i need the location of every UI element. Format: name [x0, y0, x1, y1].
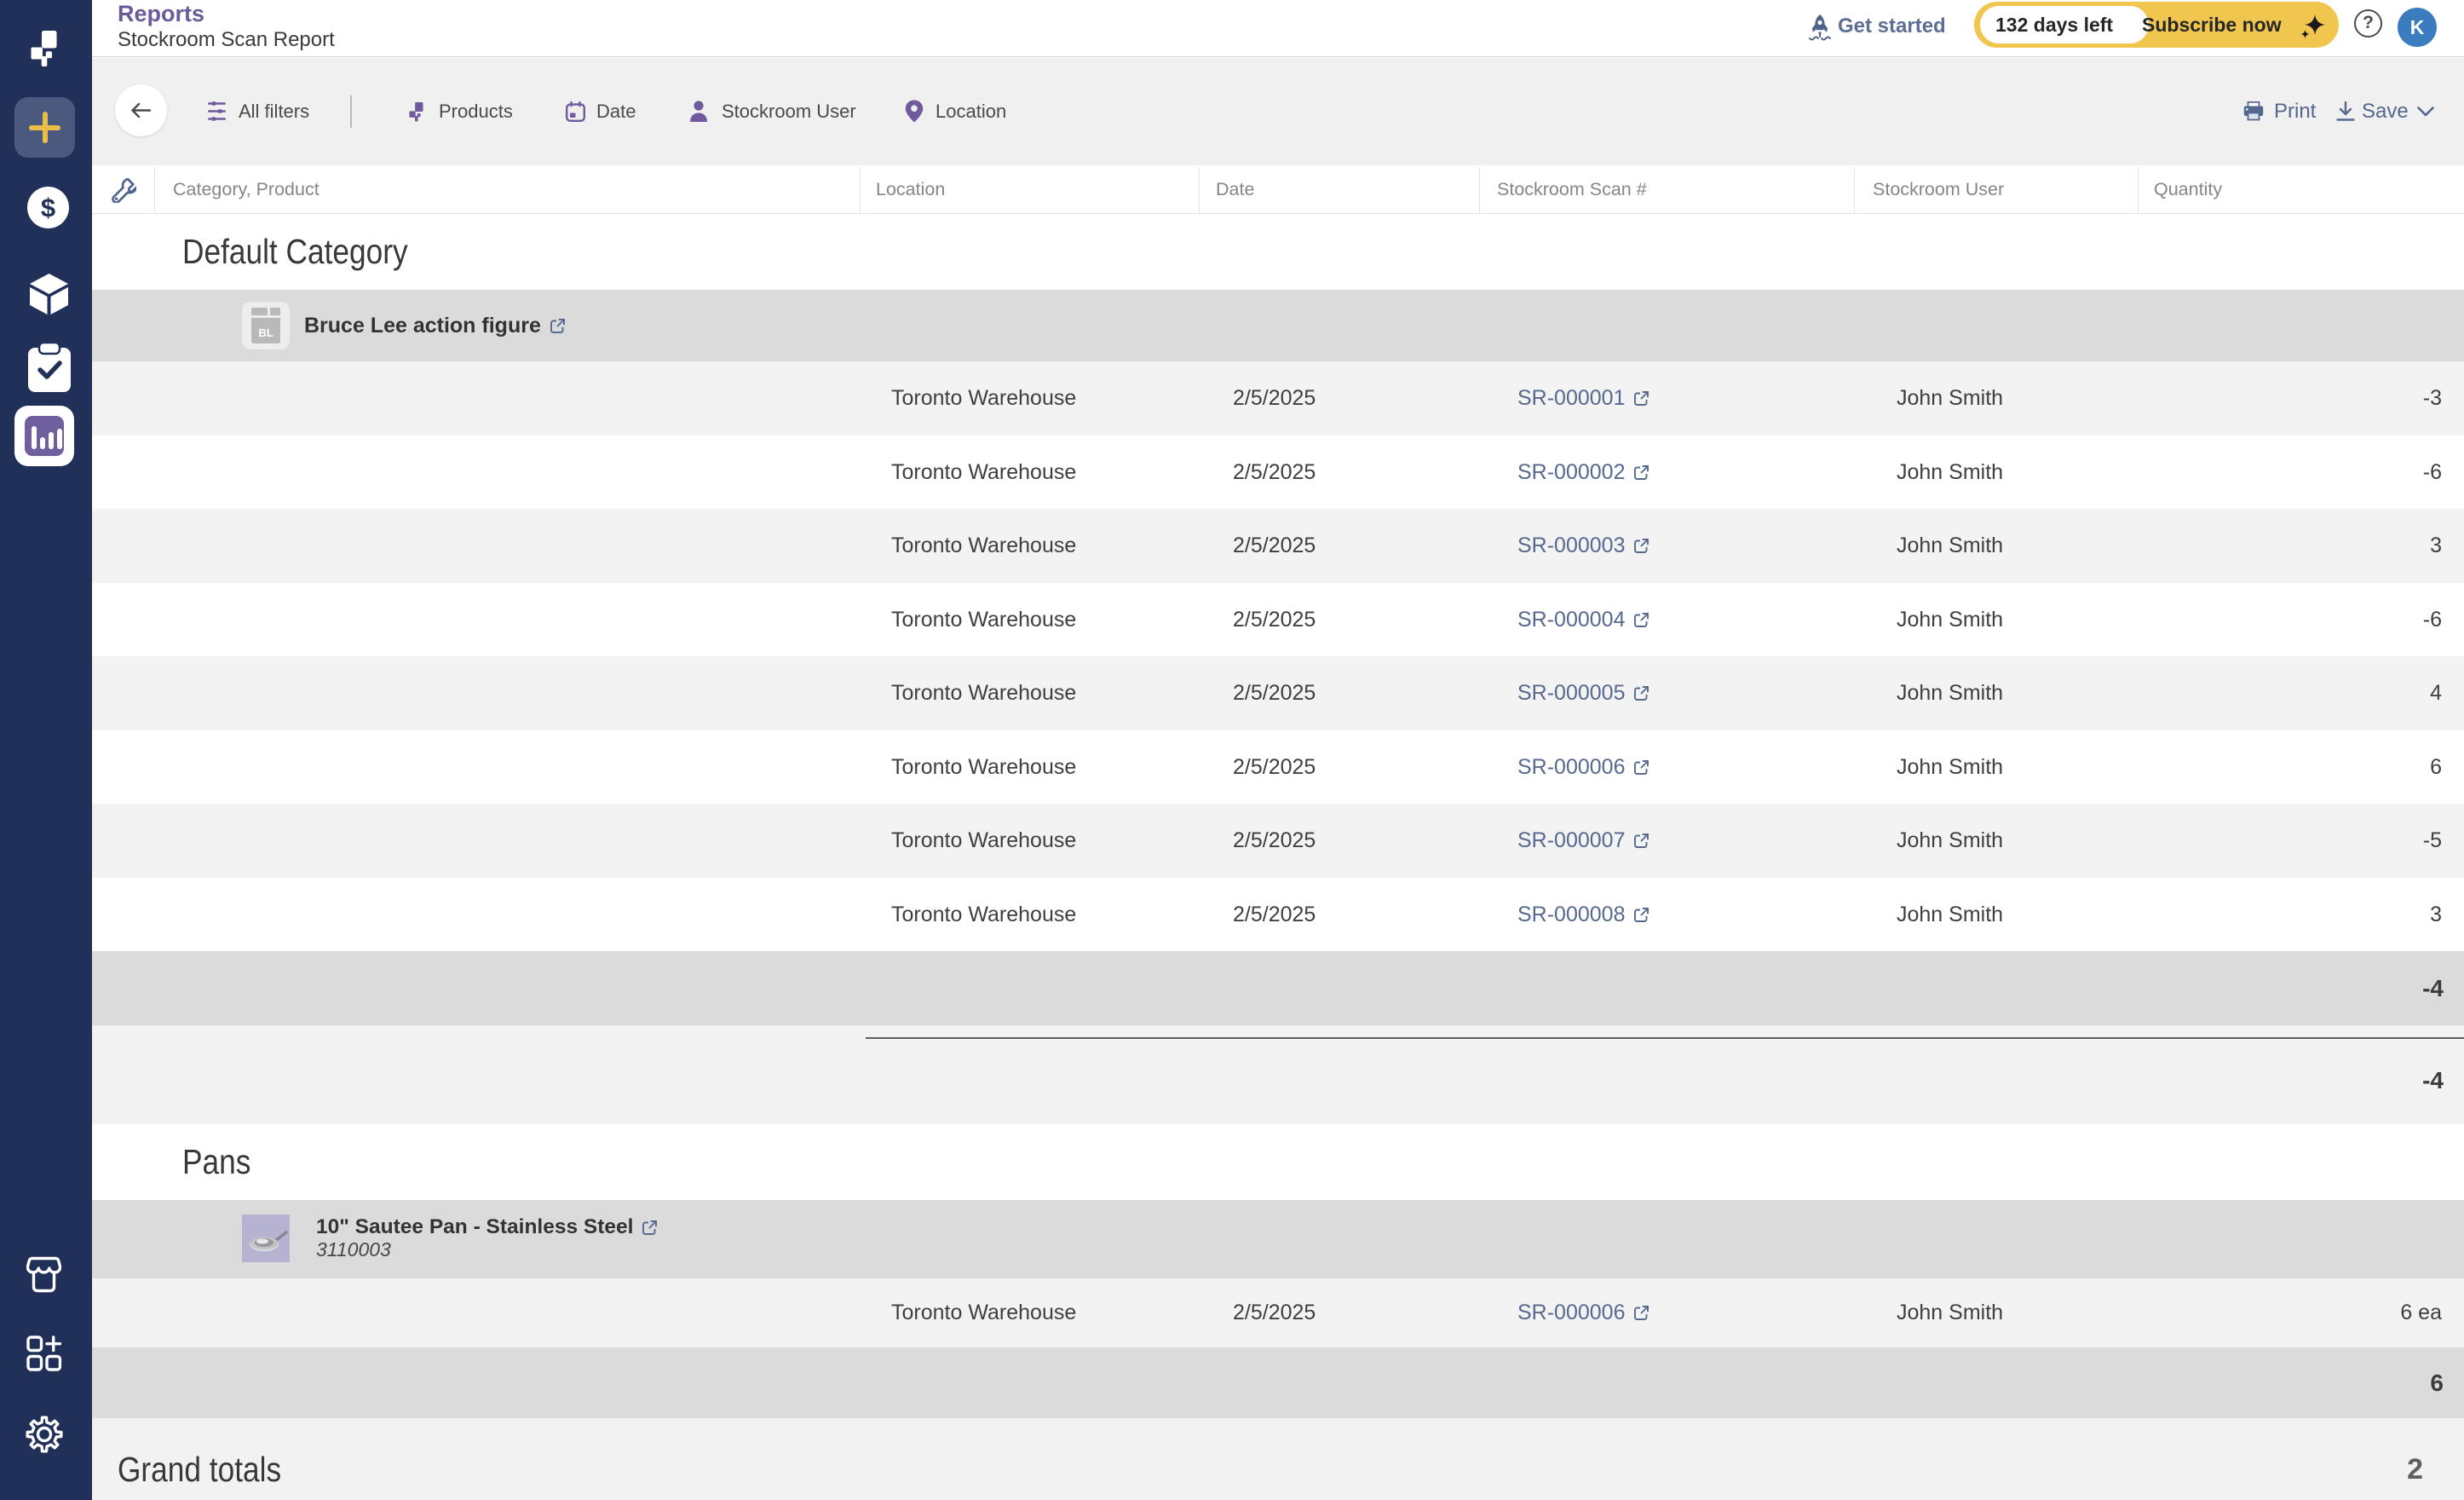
svg-text:BL: BL: [258, 326, 273, 339]
